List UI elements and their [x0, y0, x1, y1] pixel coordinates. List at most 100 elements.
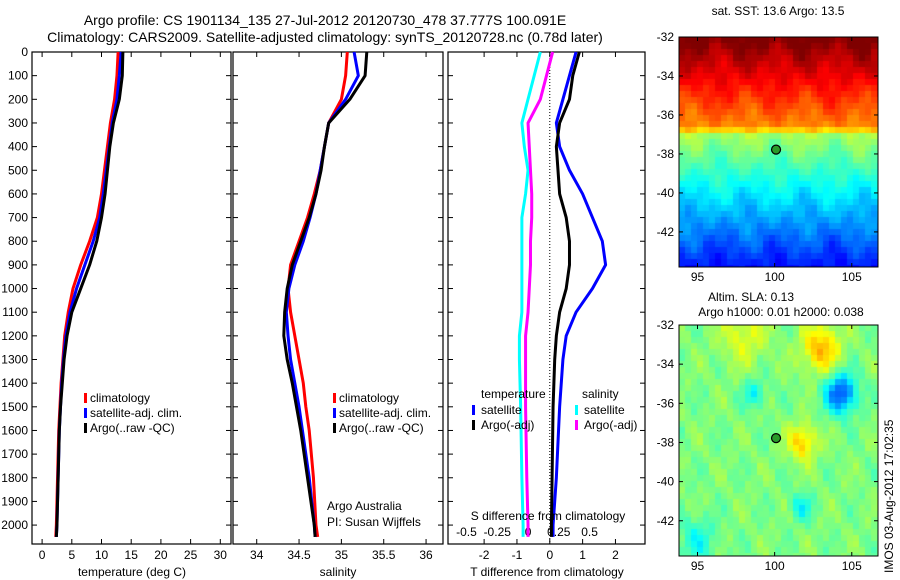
legend-swatch	[333, 408, 336, 418]
map-frame	[678, 36, 879, 268]
y-tick-label: 1400	[1, 376, 28, 390]
y-tick-label: 1600	[1, 423, 28, 437]
x-tick-label: 5	[68, 548, 75, 562]
tdiff-xlabel: T difference from climatology	[470, 565, 624, 579]
panel-frame	[447, 51, 646, 545]
x-tick-label: 15	[125, 548, 139, 562]
y-tick-label: -32	[657, 318, 675, 332]
x-tick-label: 25	[184, 548, 198, 562]
diff-line-s-argo-adj-	[524, 51, 555, 537]
legend-swatch	[333, 423, 336, 433]
x-tick-label: 34	[250, 548, 264, 562]
legend-swatch	[575, 405, 578, 415]
legend-swatch	[472, 420, 475, 430]
s-diff-tick-label: -0.25	[484, 525, 512, 539]
salinity-xlabel: salinity	[320, 565, 357, 579]
sdiff-xlabel: S difference from climatology	[471, 509, 626, 523]
x-tick-label: 0	[39, 548, 46, 562]
x-tick-label: 30	[214, 548, 228, 562]
profile-line-climatology	[286, 51, 349, 538]
x-tick-label: 1	[579, 548, 586, 562]
y-tick-label: -38	[657, 147, 675, 161]
legend-label: Argo(-adj)	[481, 418, 534, 432]
x-tick-label: 105	[842, 270, 862, 284]
x-tick-label: 95	[691, 270, 705, 284]
panel-frame	[232, 51, 444, 545]
legend-swatch	[472, 405, 475, 415]
y-tick-label: 200	[8, 92, 28, 106]
credit-pi: PI: Susan Wijffels	[327, 515, 421, 529]
y-tick-label: 900	[8, 258, 28, 272]
y-tick-label: 800	[8, 234, 28, 248]
y-tick-label: -36	[657, 396, 675, 410]
y-tick-label: 1800	[1, 471, 28, 485]
legend-label: climatology	[339, 391, 399, 405]
temperature-xlabel: temperature (deg C)	[78, 565, 186, 579]
sst-map-title: sat. SST: 13.6 Argo: 13.5	[712, 4, 845, 18]
legend-label: Argo(..raw -QC)	[90, 421, 175, 435]
x-tick-label: 36	[419, 548, 433, 562]
x-tick-label: -1	[512, 548, 523, 562]
y-tick-label: 300	[8, 116, 28, 130]
y-tick-label: 2000	[1, 518, 28, 532]
difference-panel: -2 -1 0 1 2-0.5 -0.25 0 0.25 0.5satelliteArgo(-a…	[447, 51, 646, 562]
y-tick-label: 400	[8, 140, 28, 154]
y-tick-label: -34	[657, 69, 675, 83]
y-tick-label: 500	[8, 163, 28, 177]
y-tick-label: 1900	[1, 494, 28, 508]
y-tick-label: 1100	[2, 305, 28, 319]
legend-label: satellite	[481, 403, 522, 417]
imos-stamp: IMOS 03-Aug-2012 17:02:35	[882, 419, 896, 573]
legend-swatch	[333, 393, 336, 403]
x-tick-label: 35.5	[372, 548, 396, 562]
y-tick-label: -36	[657, 108, 675, 122]
x-tick-label: -2	[479, 548, 490, 562]
profile-line-climatology	[54, 51, 120, 537]
legend-header-salinity: salinity	[582, 387, 619, 401]
s-diff-tick-label: -0.5	[456, 525, 477, 539]
x-tick-label: 35	[335, 548, 349, 562]
y-tick-label: 1300	[1, 353, 28, 367]
legend-label: satellite	[584, 403, 625, 417]
x-tick-label: 95	[691, 559, 705, 573]
argo-position-marker	[770, 432, 782, 444]
x-tick-label: 20	[154, 548, 168, 562]
diff-line-s-satellite	[517, 51, 542, 537]
legend-label: Argo(..raw -QC)	[339, 421, 424, 435]
y-tick-label: 0	[21, 45, 28, 59]
y-tick-label: 1700	[1, 447, 28, 461]
profile-line-argo-raw-qc-	[54, 51, 125, 537]
x-tick-label: 100	[765, 559, 785, 573]
y-tick-label: -42	[657, 514, 675, 528]
y-tick-label: -38	[657, 435, 675, 449]
x-tick-label: 34.5	[287, 548, 311, 562]
profile-line-satellite-adj-clim-	[284, 51, 360, 538]
x-tick-label: 100	[765, 270, 785, 284]
map-frame	[678, 324, 879, 557]
temperature-panel: 0100200300400500600700800900100011001200…	[1, 45, 232, 562]
x-tick-label: 0	[546, 548, 553, 562]
legend-label: Argo(-adj)	[584, 418, 637, 432]
argo-position-marker	[770, 144, 782, 155]
y-tick-label: -40	[657, 186, 675, 200]
figure-title-line1: Argo profile: CS 1901134_135 27-Jul-2012…	[84, 12, 566, 28]
diff-line-t-argo-adj-	[549, 51, 581, 537]
legend-swatch	[84, 408, 87, 418]
legend-label: satellite-adj. clim.	[339, 406, 431, 420]
sla-map-axes: 95 100 105 -32 -34 -36 -38 -40 -42	[657, 318, 879, 573]
y-tick-label: -34	[657, 357, 675, 371]
y-tick-label: 100	[8, 69, 28, 83]
x-tick-label: 10	[95, 548, 109, 562]
y-tick-label: 1200	[1, 329, 28, 343]
salinity-panel: 34 34.5 35 35.5 36 climatologysatellite-adj. …	[232, 51, 444, 562]
diff-line-t-satellite	[551, 51, 608, 537]
legend-label: satellite-adj. clim.	[90, 406, 182, 420]
sla-map-subtitle: Argo h1000: 0.01 h2000: 0.038	[698, 305, 864, 319]
x-tick-label: 105	[842, 559, 862, 573]
credit-org: Argo Australia	[327, 499, 402, 513]
legend-swatch	[84, 393, 87, 403]
y-tick-label: -32	[657, 30, 675, 44]
y-tick-label: 1000	[1, 282, 28, 296]
y-tick-label: 700	[8, 211, 28, 225]
